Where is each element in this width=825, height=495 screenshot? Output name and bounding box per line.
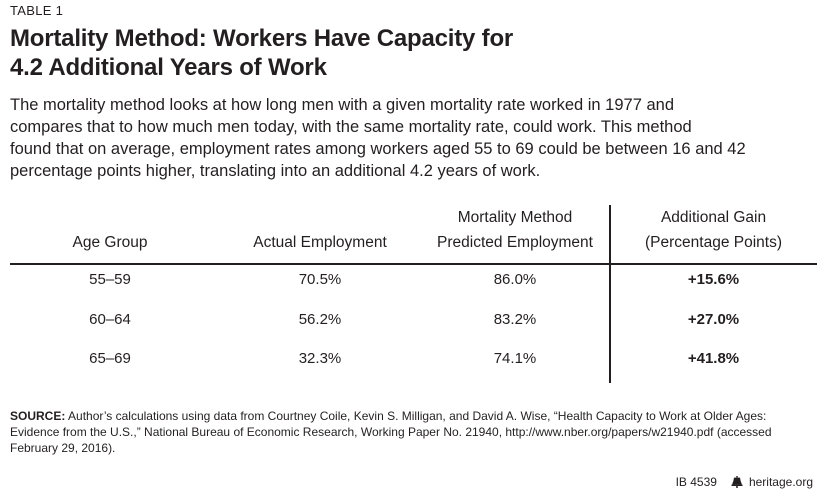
cell-age-group: 65–69 [89,350,131,367]
table-row: 65–69 32.3% 74.1% +41.8% [10,347,817,371]
intro-paragraph: The mortality method looks at how long m… [10,94,820,182]
cell-predicted-employment: 83.2% [493,311,537,328]
data-table: Age Group Actual Employment Mortality Me… [10,205,817,383]
header-predicted-line-2: Predicted Employment [437,234,593,251]
header-predicted-line-1: Mortality Method [457,209,573,226]
cell-actual-employment: 70.5% [298,271,342,288]
cell-additional-gain: +41.8% [687,350,740,367]
intro-line-3: found that on average, employment rates … [10,140,746,158]
table-row: 60–64 56.2% 83.2% +27.0% [10,308,817,332]
source-line-1: SOURCE: Author’s calculations using data… [10,408,810,424]
cell-additional-gain: +27.0% [687,311,740,328]
cell-predicted-employment: 74.1% [493,350,537,367]
title-line-2: 4.2 Additional Years of Work [10,54,327,81]
header-gain-line-1: Additional Gain [660,209,767,226]
column-divider [609,205,611,383]
intro-line-4: percentage points higher, translating in… [10,162,541,180]
source-text-1: Author’s calculations using data from Co… [68,409,767,423]
source-line-3: February 29, 2016). [10,441,116,455]
cell-age-group: 55–59 [89,271,131,288]
cell-actual-employment: 32.3% [298,350,342,367]
liberty-bell-icon [731,476,743,488]
cell-additional-gain: +15.6% [687,271,740,288]
table-label: TABLE 1 [10,3,64,18]
footer-brief-id: IB 4539 [675,475,717,489]
cell-predicted-employment: 86.0% [493,271,537,288]
source-line-2: Evidence from the U.S.,” National Bureau… [10,425,772,439]
source-label: SOURCE: [10,409,66,423]
header-divider [10,263,817,265]
intro-line-1: The mortality method looks at how long m… [10,96,675,114]
header-age-group: Age Group [72,234,148,251]
footer-site[interactable]: heritage.org [748,475,813,489]
page-title: Mortality Method: Workers Have Capacity … [10,24,810,82]
title-line-1: Mortality Method: Workers Have Capacity … [10,25,514,52]
source-note: SOURCE: Author’s calculations using data… [10,408,810,456]
table-row: 55–59 70.5% 86.0% +15.6% [10,268,817,292]
header-gain-line-2: (Percentage Points) [645,234,782,251]
footer: IB 4539 heritage.org [676,474,813,490]
header-actual-employment: Actual Employment [253,234,387,251]
cell-age-group: 60–64 [89,311,131,328]
cell-actual-employment: 56.2% [298,311,342,328]
intro-line-2: compares that to how much men today, wit… [10,118,692,136]
